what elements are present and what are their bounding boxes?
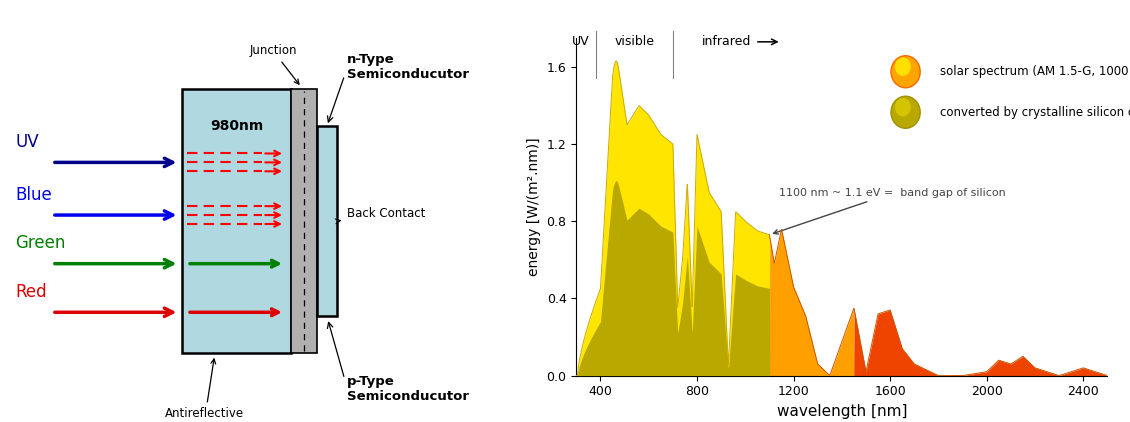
Text: solar spectrum (AM 1.5-G, 1000 W/m²): solar spectrum (AM 1.5-G, 1000 W/m²) [940, 65, 1130, 78]
Text: Junction: Junction [249, 44, 299, 84]
Ellipse shape [890, 96, 920, 128]
Text: visible: visible [615, 35, 654, 49]
Text: Antireflective
Coating: Antireflective Coating [165, 359, 244, 422]
Text: infrared: infrared [702, 35, 751, 49]
Text: Red: Red [16, 283, 47, 301]
Text: UV: UV [572, 35, 590, 49]
Text: Green: Green [16, 234, 66, 252]
Y-axis label: energy [W/(m².nm)]: energy [W/(m².nm)] [527, 138, 541, 276]
Text: p-Type
Semiconducutor: p-Type Semiconducutor [347, 375, 469, 403]
Text: converted by crystalline silicon cell: converted by crystalline silicon cell [940, 106, 1130, 119]
Text: Blue: Blue [16, 186, 52, 204]
Text: n-Type
Semiconducutor: n-Type Semiconducutor [347, 53, 469, 81]
Text: Back Contact: Back Contact [336, 206, 426, 224]
Ellipse shape [895, 98, 911, 116]
Ellipse shape [895, 57, 911, 76]
Bar [318, 126, 337, 316]
Ellipse shape [890, 56, 920, 88]
Text: UV: UV [16, 133, 40, 151]
Bar [292, 89, 318, 353]
Text: 980nm: 980nm [210, 119, 263, 133]
X-axis label: wavelength [nm]: wavelength [nm] [776, 404, 907, 419]
Text: 1100 nm ~ 1.1 eV =  band gap of silicon: 1100 nm ~ 1.1 eV = band gap of silicon [774, 188, 1006, 234]
Bar [182, 89, 292, 353]
